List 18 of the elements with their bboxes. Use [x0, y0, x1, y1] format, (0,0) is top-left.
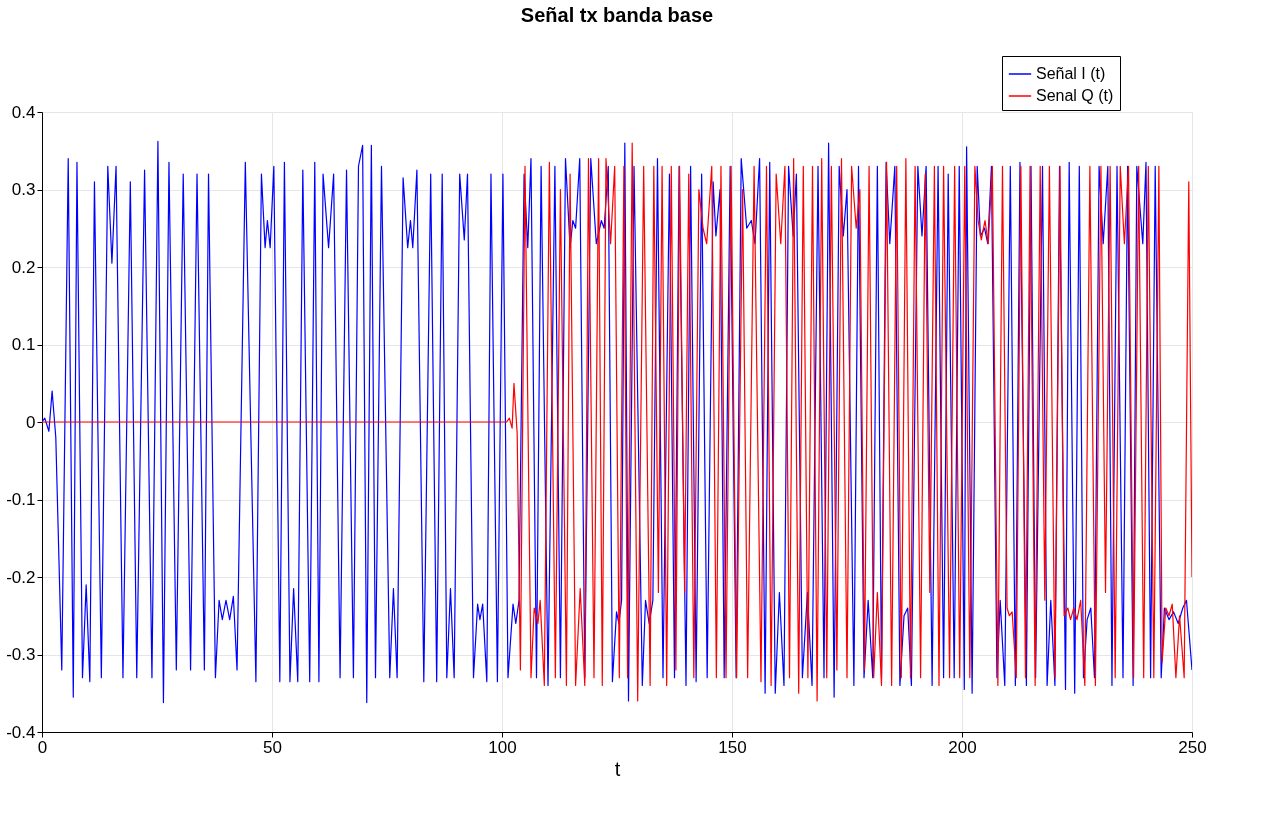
y-tick-label: 0 [26, 412, 36, 432]
y-tick-label: 0.2 [11, 257, 36, 277]
y-tick-label: 0.3 [11, 180, 36, 199]
y-tick-label: -0.3 [6, 645, 36, 664]
y-tick-label: -0.4 [6, 722, 36, 742]
x-tick-label: 100 [488, 737, 517, 757]
x-tick-label: 150 [718, 737, 747, 757]
x-tick-label: 50 [263, 737, 282, 757]
chart-title: Señal tx banda base [520, 3, 714, 26]
legend-label: Senal Q (t) [1036, 87, 1114, 104]
y-tick-label: -0.1 [6, 490, 36, 509]
y-tick-label: 0.1 [11, 335, 36, 354]
y-tick-label: 0.4 [11, 102, 36, 122]
x-axis-title: t [614, 757, 621, 780]
x-tick-label: 200 [948, 737, 977, 757]
y-tick-label: -0.2 [6, 567, 36, 587]
legend-label: Señal I (t) [1036, 65, 1106, 82]
x-tick-label: 250 [1178, 737, 1207, 757]
